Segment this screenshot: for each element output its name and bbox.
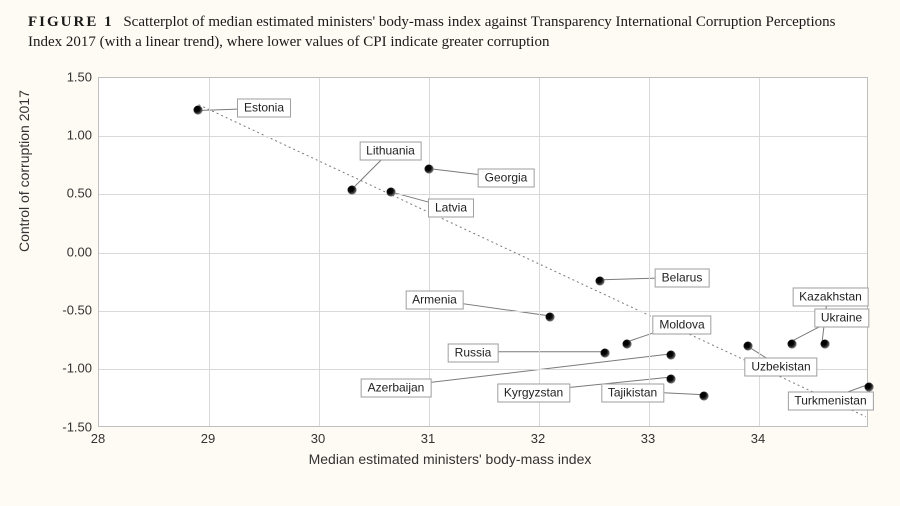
point-label: Kyrgyzstan [497, 383, 570, 402]
gridline-v [539, 78, 540, 426]
data-point [623, 339, 632, 348]
y-tick: 0.00 [46, 244, 92, 259]
plot-area: Estonia Lithuania GeorgiaLatvia Belarus Arme… [98, 77, 868, 427]
data-point [595, 276, 604, 285]
scatter-chart: Control of corruption 2017 Median estima… [28, 67, 872, 477]
gridline-h [99, 136, 867, 137]
gridline-v [319, 78, 320, 426]
point-label: Belarus [655, 269, 710, 288]
figure-label: FIGURE 1 [28, 14, 114, 30]
point-label: Georgia [478, 168, 535, 187]
gridline-v [649, 78, 650, 426]
y-tick: -1.50 [46, 419, 92, 434]
data-point [667, 351, 676, 360]
y-tick: 0.50 [46, 186, 92, 201]
y-axis-label: Control of corruption 2017 [16, 90, 32, 252]
data-point [744, 341, 753, 350]
data-point [348, 185, 357, 194]
data-point [865, 382, 874, 391]
y-tick: 1.50 [46, 69, 92, 84]
gridline-v [209, 78, 210, 426]
data-point [821, 339, 830, 348]
x-tick: 32 [531, 431, 545, 446]
point-label: Russia [448, 343, 499, 362]
data-point [386, 187, 395, 196]
data-point [667, 374, 676, 383]
point-label: Uzbekistan [744, 357, 817, 376]
data-point [425, 164, 434, 173]
data-point [546, 312, 555, 321]
x-tick: 28 [91, 431, 105, 446]
gridline-v [429, 78, 430, 426]
figure-caption: FIGURE 1 Scatterplot of median estimated… [0, 0, 900, 59]
point-label: Lithuania [359, 142, 422, 161]
data-point [194, 106, 203, 115]
data-point [700, 392, 709, 401]
y-tick: -0.50 [46, 302, 92, 317]
data-point [788, 339, 797, 348]
point-label: Turkmenistan [787, 391, 873, 410]
point-label: Armenia [405, 291, 464, 310]
x-tick: 31 [421, 431, 435, 446]
x-tick: 34 [751, 431, 765, 446]
gridline-h [99, 194, 867, 195]
y-tick: -1.00 [46, 361, 92, 376]
x-tick: 30 [311, 431, 325, 446]
point-label: Latvia [428, 199, 474, 218]
gridline-h [99, 311, 867, 312]
point-label: Moldova [652, 315, 711, 334]
point-label: Tajikistan [601, 383, 664, 402]
data-point [601, 348, 610, 357]
point-label: Azerbaijan [361, 378, 432, 397]
figure-caption-text: Scatterplot of median estimated minister… [28, 14, 835, 50]
gridline-h [99, 253, 867, 254]
point-label: Estonia [237, 98, 291, 117]
y-tick: 1.00 [46, 127, 92, 142]
x-tick: 29 [201, 431, 215, 446]
point-label: Kazakhstan [792, 287, 869, 306]
point-label: Ukraine [814, 308, 869, 327]
x-tick: 33 [641, 431, 655, 446]
x-axis-label: Median estimated ministers' body-mass in… [28, 451, 872, 467]
